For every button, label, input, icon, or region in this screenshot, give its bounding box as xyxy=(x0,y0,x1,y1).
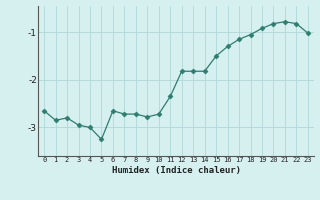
X-axis label: Humidex (Indice chaleur): Humidex (Indice chaleur) xyxy=(111,166,241,175)
